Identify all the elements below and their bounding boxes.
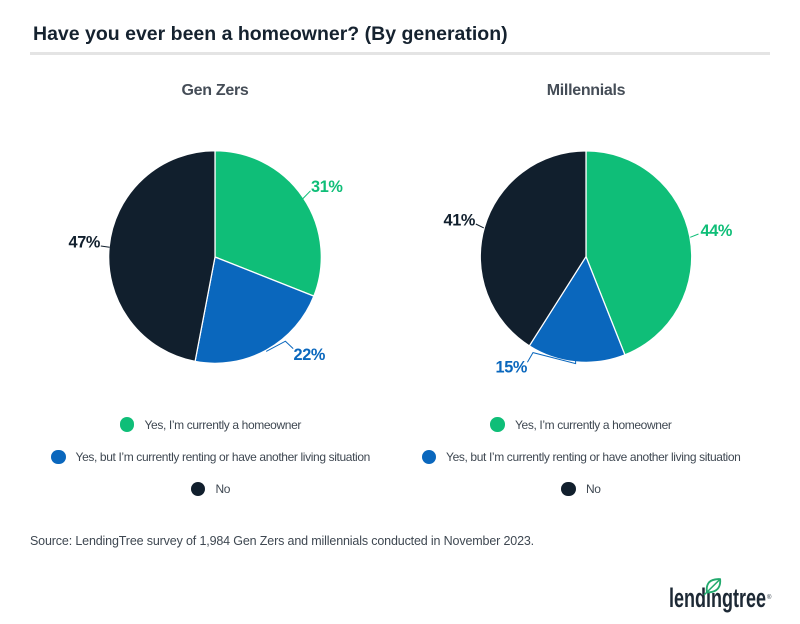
svg-text:44%: 44% [701, 222, 733, 240]
svg-text:31%: 31% [311, 178, 343, 196]
svg-text:15%: 15% [496, 359, 528, 377]
svg-text:41%: 41% [444, 212, 476, 230]
svg-text:®: ® [767, 594, 772, 601]
svg-text:47%: 47% [69, 234, 101, 252]
svg-text:22%: 22% [294, 346, 326, 364]
